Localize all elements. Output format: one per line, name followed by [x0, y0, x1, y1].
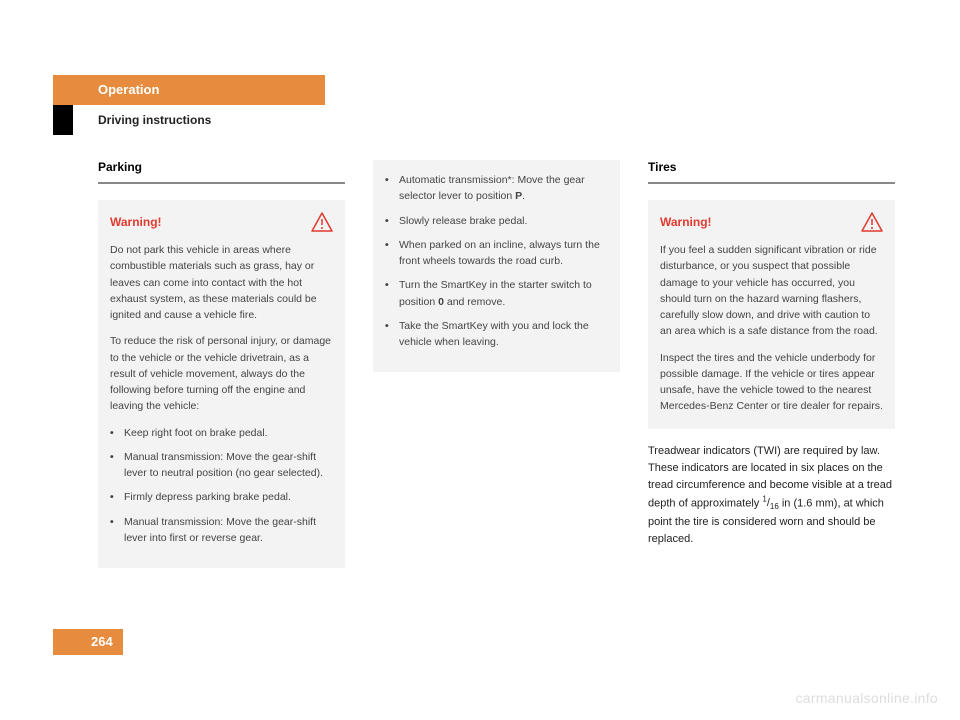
heading-rule [98, 182, 345, 184]
list-item-text: Slowly release brake pedal. [399, 213, 608, 229]
list-item: •Slowly release brake pedal. [385, 213, 608, 229]
list-item: •Keep right foot on brake pedal. [110, 425, 333, 441]
warning-header: Warning! [110, 212, 333, 232]
chapter-banner: Operation [53, 75, 325, 105]
list-item: •Turn the SmartKey in the starter switch… [385, 277, 608, 310]
warning-triangle-icon [861, 212, 883, 232]
text-run: and remove. [444, 296, 505, 308]
list-item-text: Take the SmartKey with you and lock the … [399, 318, 608, 351]
fraction: 1/16 [762, 497, 778, 509]
warning-text: Do not park this vehicle in areas where … [110, 242, 333, 323]
list-item-text: Manual transmission: Move the gear-shift… [124, 514, 333, 547]
fraction-denominator: 16 [770, 503, 779, 512]
text-run: Automatic transmission*: Move the gear s… [399, 174, 585, 202]
warning-box-tires: Warning! If you feel a sudden significan… [648, 200, 895, 429]
list-item: •Manual transmission: Move the gear-shif… [110, 449, 333, 482]
body-paragraph: Treadwear indicators (TWI) are required … [648, 443, 895, 548]
column-2: •Automatic transmission*: Move the gear … [373, 160, 620, 582]
side-tab [53, 105, 73, 135]
list-item: •Manual transmission: Move the gear-shif… [110, 514, 333, 547]
warning-text: Inspect the tires and the vehicle underb… [660, 350, 883, 415]
heading-tires: Tires [648, 160, 895, 174]
section-subtitle: Driving instructions [73, 105, 325, 135]
list-item-text: When parked on an incline, always turn t… [399, 237, 608, 270]
column-3: Tires Warning! If you feel a sudden sign… [648, 160, 895, 582]
page-number: 264 [53, 629, 123, 655]
list-item: •Firmly depress parking brake pedal. [110, 489, 333, 505]
warning-label: Warning! [110, 215, 162, 229]
heading-rule [648, 182, 895, 184]
list-item: •Automatic transmission*: Move the gear … [385, 172, 608, 205]
column-1: Parking Warning! Do not park this vehicl… [98, 160, 345, 582]
fraction-numerator: 1 [762, 495, 766, 504]
instruction-list: •Automatic transmission*: Move the gear … [373, 160, 620, 372]
heading-parking: Parking [98, 160, 345, 174]
content-columns: Parking Warning! Do not park this vehicl… [98, 160, 898, 582]
list-item-text: Manual transmission: Move the gear-shift… [124, 449, 333, 482]
text-run: . [522, 190, 525, 202]
watermark: carmanualsonline.info [796, 690, 939, 706]
list-item: •When parked on an incline, always turn … [385, 237, 608, 270]
warning-triangle-icon [311, 212, 333, 232]
warning-label: Warning! [660, 215, 712, 229]
list-item-text: Keep right foot on brake pedal. [124, 425, 333, 441]
list-item: •Take the SmartKey with you and lock the… [385, 318, 608, 351]
warning-text: If you feel a sudden significant vibrati… [660, 242, 883, 340]
warning-text: To reduce the risk of personal injury, o… [110, 333, 333, 414]
warning-header: Warning! [660, 212, 883, 232]
list-item-text: Turn the SmartKey in the starter switch … [399, 277, 608, 310]
warning-box-parking: Warning! Do not park this vehicle in are… [98, 200, 345, 568]
list-item-text: Firmly depress parking brake pedal. [124, 489, 333, 505]
list-item-text: Automatic transmission*: Move the gear s… [399, 172, 608, 205]
